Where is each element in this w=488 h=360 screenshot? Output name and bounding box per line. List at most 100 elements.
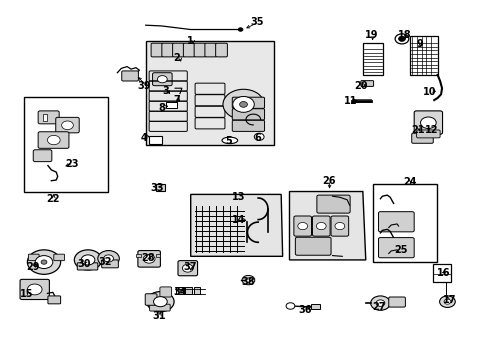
FancyBboxPatch shape bbox=[160, 287, 171, 297]
Text: 11: 11 bbox=[344, 96, 357, 106]
FancyBboxPatch shape bbox=[162, 43, 173, 57]
Text: 3: 3 bbox=[162, 86, 168, 96]
Text: 17: 17 bbox=[442, 294, 456, 305]
FancyBboxPatch shape bbox=[38, 111, 59, 124]
Text: 6: 6 bbox=[254, 132, 261, 143]
FancyBboxPatch shape bbox=[411, 133, 432, 143]
FancyBboxPatch shape bbox=[360, 81, 373, 86]
FancyBboxPatch shape bbox=[20, 279, 49, 300]
FancyBboxPatch shape bbox=[204, 43, 216, 57]
Circle shape bbox=[316, 222, 325, 230]
FancyBboxPatch shape bbox=[138, 251, 160, 267]
Text: 20: 20 bbox=[353, 81, 367, 91]
Bar bbox=[409, 36, 437, 75]
Circle shape bbox=[370, 296, 389, 310]
FancyBboxPatch shape bbox=[54, 254, 64, 261]
Text: 5: 5 bbox=[225, 136, 232, 146]
Circle shape bbox=[232, 96, 254, 112]
FancyBboxPatch shape bbox=[151, 43, 163, 57]
Bar bbox=[193, 287, 200, 294]
Text: 8: 8 bbox=[158, 103, 164, 113]
FancyBboxPatch shape bbox=[38, 132, 69, 148]
FancyBboxPatch shape bbox=[378, 212, 413, 232]
Circle shape bbox=[254, 133, 264, 140]
Circle shape bbox=[47, 135, 60, 145]
Circle shape bbox=[27, 284, 42, 295]
Text: 15: 15 bbox=[20, 289, 34, 300]
FancyBboxPatch shape bbox=[232, 97, 264, 108]
Circle shape bbox=[297, 222, 307, 230]
Circle shape bbox=[27, 250, 61, 274]
Bar bbox=[176, 287, 183, 294]
Ellipse shape bbox=[222, 137, 237, 144]
Text: 4: 4 bbox=[141, 132, 147, 143]
Text: 31: 31 bbox=[152, 311, 165, 321]
Text: 35: 35 bbox=[249, 17, 263, 27]
Text: 10: 10 bbox=[422, 87, 435, 97]
Bar bbox=[42, 114, 47, 121]
Text: 28: 28 bbox=[141, 253, 154, 264]
FancyBboxPatch shape bbox=[316, 195, 349, 213]
FancyBboxPatch shape bbox=[178, 261, 197, 276]
Circle shape bbox=[394, 34, 408, 44]
Text: 33: 33 bbox=[150, 183, 164, 193]
Text: 13: 13 bbox=[231, 192, 245, 202]
FancyBboxPatch shape bbox=[28, 254, 39, 261]
Bar bbox=[155, 254, 160, 257]
Circle shape bbox=[334, 222, 344, 230]
FancyBboxPatch shape bbox=[183, 43, 195, 57]
Text: 38: 38 bbox=[241, 276, 255, 287]
Polygon shape bbox=[289, 192, 365, 260]
FancyBboxPatch shape bbox=[122, 71, 138, 81]
Bar bbox=[310, 304, 319, 309]
Text: 24: 24 bbox=[402, 177, 416, 187]
FancyBboxPatch shape bbox=[152, 73, 172, 86]
Bar bbox=[184, 287, 191, 294]
Circle shape bbox=[398, 36, 405, 41]
Polygon shape bbox=[190, 194, 282, 256]
Text: 37: 37 bbox=[183, 262, 196, 272]
FancyBboxPatch shape bbox=[295, 237, 330, 255]
FancyBboxPatch shape bbox=[56, 117, 79, 133]
FancyBboxPatch shape bbox=[413, 111, 442, 134]
Circle shape bbox=[439, 296, 454, 307]
Circle shape bbox=[81, 255, 95, 265]
FancyBboxPatch shape bbox=[194, 43, 205, 57]
Text: 26: 26 bbox=[321, 176, 335, 186]
Circle shape bbox=[245, 278, 251, 282]
Circle shape bbox=[157, 76, 167, 83]
FancyBboxPatch shape bbox=[77, 263, 98, 270]
Circle shape bbox=[420, 117, 435, 129]
Circle shape bbox=[223, 89, 264, 120]
Bar bbox=[432, 264, 450, 282]
Polygon shape bbox=[145, 41, 273, 145]
Circle shape bbox=[239, 102, 247, 107]
Text: 32: 32 bbox=[98, 257, 112, 267]
Bar bbox=[148, 136, 162, 144]
Circle shape bbox=[35, 256, 53, 269]
Text: 25: 25 bbox=[393, 245, 407, 255]
Bar bbox=[362, 43, 383, 75]
FancyBboxPatch shape bbox=[145, 294, 157, 305]
FancyBboxPatch shape bbox=[149, 304, 170, 311]
FancyBboxPatch shape bbox=[378, 238, 413, 258]
Text: 7: 7 bbox=[173, 95, 180, 105]
Text: 18: 18 bbox=[397, 30, 411, 40]
FancyBboxPatch shape bbox=[232, 109, 264, 120]
Text: 14: 14 bbox=[231, 215, 245, 225]
Text: 9: 9 bbox=[415, 39, 422, 49]
FancyBboxPatch shape bbox=[102, 260, 118, 268]
Circle shape bbox=[242, 275, 254, 285]
FancyBboxPatch shape bbox=[33, 150, 52, 162]
Circle shape bbox=[103, 255, 113, 262]
Text: 21: 21 bbox=[410, 125, 424, 135]
Text: 19: 19 bbox=[364, 30, 378, 40]
Text: 16: 16 bbox=[436, 268, 450, 278]
Bar bbox=[136, 254, 141, 257]
Circle shape bbox=[41, 260, 47, 264]
Circle shape bbox=[375, 300, 384, 306]
Text: 30: 30 bbox=[77, 258, 91, 269]
Circle shape bbox=[443, 299, 450, 304]
Circle shape bbox=[182, 264, 193, 272]
Text: 12: 12 bbox=[424, 125, 437, 135]
